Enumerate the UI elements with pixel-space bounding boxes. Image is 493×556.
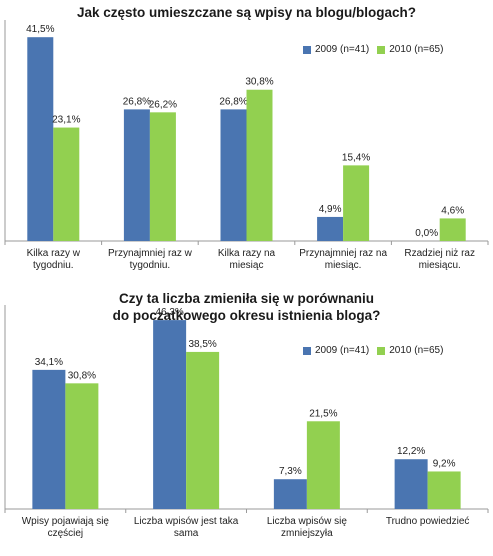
category-label: Kilka razy na miesiąc [218,248,276,271]
data-label-2009: 46,3% [155,307,183,318]
data-label-2010: 26,2% [149,99,177,110]
category-label: Wpisy pojawiają się częściej [22,516,110,539]
bar-2010 [427,471,461,509]
legend-label-2010: 2010 (n=65) [389,44,444,55]
legend-change: 2009 (n=41) 2010 (n=65) [303,345,451,356]
category-label: Liczba wpisów jest taka sama [134,516,239,539]
category-label: Rzadziej niż raz miesiącu. [404,248,475,271]
legend-item-2009: 2009 (n=41) [303,345,369,356]
data-label-2010: 9,2% [433,458,456,469]
legend-swatch-2010 [377,346,386,355]
data-label-2009: 26,8% [123,96,151,107]
data-label-2009: 12,2% [397,446,425,457]
legend-swatch-2010 [377,45,386,54]
bar-chart-change: 34,1% 30,8% Wpisy pojawiają się częściej 46,… [4,305,489,539]
bar-2010 [343,165,370,241]
bar-2010 [246,89,273,241]
bar-chart-frequency: 41,5%23,1%Kilka razy w tygodniu.26,8%26,2… [4,20,489,271]
legend-label-2009: 2009 (n=41) [315,345,370,356]
chart-panel-frequency: Jak często umieszczane są wpisy na blogu… [4,5,489,271]
bar-2010 [149,112,176,241]
data-label-2010: 38,5% [188,339,216,350]
bar-2009 [317,216,344,241]
data-label-2009: 0,0% [415,228,438,239]
data-label-2009: 34,1% [35,357,63,368]
legend-swatch-2009 [303,45,311,54]
bar-2009 [220,109,247,241]
bar-2010 [306,421,340,509]
bar-2010 [53,127,80,241]
data-label-2009: 7,3% [279,466,302,477]
legend-item-2010: 2010 (n=65) [377,44,443,55]
legend-swatch-2009 [303,346,311,355]
category-label: Kilka razy w tygodniu. [27,248,81,271]
category-label: Trudno powiedzieć [386,516,470,527]
data-label-2010: 30,8% [245,77,273,88]
bar-2009 [273,479,307,509]
category-label: Liczba wpisów się zmniejszyła [267,516,347,539]
bar-2009 [394,459,428,509]
legend-label-2010: 2010 (n=65) [389,345,444,356]
bar-2009 [27,37,54,241]
legend-frequency: 2009 (n=41) 2010 (n=65) [303,44,451,55]
legend-item-2010: 2010 (n=65) [377,345,443,356]
category-label: Przynajmniej raz w tygodniu. [108,248,193,271]
data-label-2010: 4,6% [441,205,464,216]
chart-panel-change: Czy ta liczba zmieniła się w porównaniu … [0,290,493,556]
data-label-2010: 30,8% [68,370,96,381]
legend-item-2009: 2009 (n=41) [303,44,369,55]
bar-2010 [186,351,220,509]
bar-2009 [153,320,187,509]
legend-label-2009: 2009 (n=41) [315,44,370,55]
data-label-2010: 21,5% [309,408,337,419]
data-label-2010: 15,4% [342,152,370,163]
data-label-2009: 4,9% [319,204,342,215]
category-label: Przynajmniej raz na miesiąc. [299,248,387,271]
data-label-2009: 26,8% [219,96,247,107]
bar-2009 [32,369,66,509]
data-label-2009: 41,5% [26,24,54,35]
chart-title-frequency: Jak często umieszczane są wpisy na blogu… [76,5,417,20]
chart-title-change: Czy ta liczba zmieniła się w porównaniu … [112,291,381,323]
bar-2010 [65,383,99,509]
bar-2010 [439,218,466,241]
bar-2009 [123,109,150,241]
data-label-2010: 23,1% [52,115,80,126]
